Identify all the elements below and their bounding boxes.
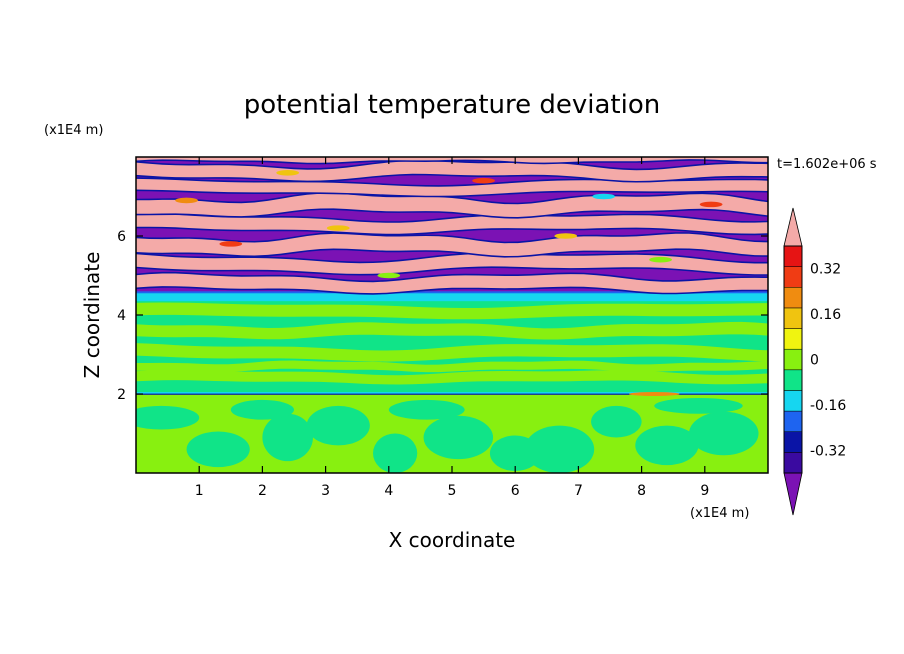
contour-speckle-upper: [699, 201, 723, 208]
colorbar-swatch: [783, 431, 803, 453]
colorbar-tick-label: 0: [810, 353, 819, 369]
x-tick-label: 6: [511, 483, 520, 499]
y-axis-unit: (x1E4 m): [44, 123, 103, 138]
contour-blob-lower: [654, 397, 743, 414]
contour-speckle-upper: [276, 170, 300, 176]
contour-spot-warm: [628, 392, 680, 396]
contour-blob-lower: [136, 405, 200, 430]
plot-area: [136, 157, 768, 473]
contour-streak-upper: [136, 253, 768, 275]
y-tick-label: 6: [117, 229, 126, 245]
x-tick-label: 8: [637, 483, 646, 499]
contour-blob-lower: [262, 413, 313, 462]
contour-blob-lower: [591, 405, 642, 438]
contour-band-middle: [136, 321, 768, 340]
contour-blob-lower: [423, 415, 494, 460]
x-tick-label: 5: [448, 483, 457, 499]
y-tick-label: 2: [117, 387, 126, 403]
contour-blob-lower: [635, 425, 699, 466]
chart-title: potential temperature deviation: [244, 90, 660, 120]
contour-speckle-upper: [592, 193, 616, 200]
contour-streak-upper: [136, 161, 768, 181]
colorbar-swatch: [783, 410, 803, 432]
contour-blob-lower: [388, 399, 465, 420]
contour-blob-lower: [373, 433, 418, 473]
colorbar-swatch: [783, 369, 803, 391]
colorbar-tick-label: -0.16: [810, 398, 846, 414]
y-tick-label: 4: [117, 308, 126, 324]
contour-band-middle: [136, 343, 768, 362]
contour-speckle-upper: [175, 197, 198, 204]
colorbar-extend-max: [783, 207, 803, 247]
contour-speckle-upper: [219, 241, 243, 247]
contour-speckle-upper: [326, 225, 350, 231]
contour-blob-lower: [689, 411, 759, 456]
contour-line-interface-dark: [136, 393, 768, 395]
contour-band-cyan: [136, 291, 768, 302]
contour-speckle-upper: [554, 233, 578, 239]
x-axis-unit: (x1E4 m): [690, 506, 749, 521]
contour-streak-upper: [136, 178, 768, 196]
x-tick-label: 3: [321, 483, 330, 499]
contour-streak-upper: [136, 214, 768, 234]
colorbar-swatch: [783, 452, 803, 474]
contour-streak-upper: [136, 233, 768, 256]
colorbar-swatch: [783, 266, 803, 288]
y-axis-ticks: 2 4 6: [117, 229, 768, 403]
colorbar-swatch: [783, 307, 803, 329]
time-label: t=1.602e+06 s: [777, 157, 877, 172]
colorbar-tick-label: -0.32: [810, 443, 846, 459]
colorbar-swatch: [783, 348, 803, 371]
x-tick-label: 9: [700, 483, 709, 499]
x-tick-label: 2: [258, 483, 267, 499]
contour-streak-upper: [136, 193, 768, 217]
contour-band-middle: [136, 369, 768, 385]
contour-line-blue: [136, 290, 768, 294]
x-tick-label: 1: [195, 483, 204, 499]
contour-band-middle: [136, 302, 768, 320]
contour-band-middle: [136, 360, 768, 373]
contour-speckle-upper: [472, 177, 495, 184]
colorbar-frame: [783, 245, 803, 474]
colorbar-swatch: [783, 287, 803, 309]
x-tick-label: 4: [384, 483, 393, 499]
colorbar-tick-label: 0.32: [810, 262, 841, 278]
contour-streak-upper: [136, 273, 768, 294]
x-axis-ticks: 1 2 3 4 5 6 7 8 9: [195, 157, 709, 499]
contour-blob-lower: [306, 405, 370, 446]
contour-blob-lower: [186, 431, 250, 468]
colorbar-extend-min: [783, 472, 803, 516]
colorbar-swatch: [783, 328, 803, 350]
colorbar-swatch: [783, 245, 803, 267]
contour-speckle-upper: [649, 256, 672, 263]
y-axis-label: Z coordinate: [80, 252, 104, 379]
x-axis-label: X coordinate: [389, 528, 516, 552]
contour-speckle-upper: [377, 272, 401, 279]
x-tick-label: 7: [574, 483, 583, 499]
contour-blob-lower: [524, 425, 595, 473]
colorbar-swatch: [783, 390, 803, 412]
colorbar: 0.32 0.16 0 -0.16 -0.32: [783, 207, 846, 516]
colorbar-tick-label: 0.16: [810, 307, 841, 323]
contour-streak-upper: [136, 157, 768, 163]
contour-blob-lower: [230, 399, 294, 420]
contour-line-interface: [136, 391, 768, 394]
